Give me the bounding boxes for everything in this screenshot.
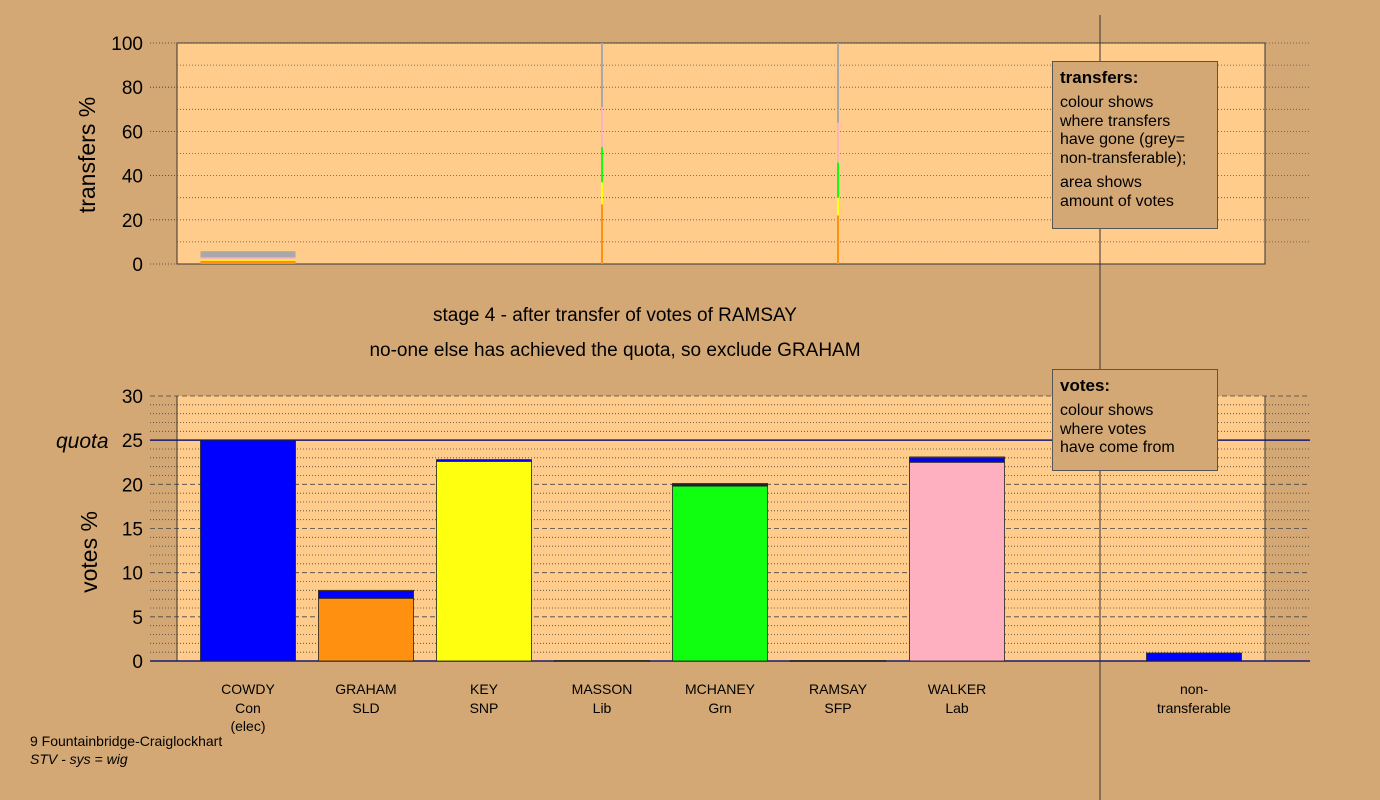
vote-bar-segment-snp bbox=[436, 460, 532, 662]
candidate-party: SLD bbox=[352, 699, 380, 716]
vote-bar-segment-lib bbox=[554, 660, 650, 662]
votes-legend-line: have come from bbox=[1060, 439, 1175, 456]
transfers-y-ticks: 0 20 40 60 80 100 bbox=[111, 34, 177, 276]
transfers-y-tick-label: 20 bbox=[122, 211, 143, 232]
candidate-name: MCHANEY bbox=[684, 681, 755, 697]
vote-bar-segment-lab bbox=[909, 461, 1005, 662]
transfer-bar-segment-sld bbox=[200, 260, 296, 264]
transfers-y-tick-label: 60 bbox=[122, 122, 143, 143]
vote-bar-segment-con bbox=[200, 439, 296, 662]
quota-label: quota bbox=[56, 430, 109, 453]
transfer-bar-segment-lab bbox=[200, 257, 296, 260]
transfer-bar-segment-lab bbox=[601, 107, 603, 147]
transfer-bar-segment-nontransferable bbox=[837, 43, 839, 123]
candidate-party: transferable bbox=[1157, 699, 1231, 716]
votes-legend-line: colour shows bbox=[1060, 402, 1154, 419]
stage-decision: no-one else has achieved the quota, so e… bbox=[369, 340, 861, 361]
candidate-label: COWDY Con (elec) bbox=[188, 680, 308, 736]
transfers-legend-box: transfers: colour shows where transfers … bbox=[1052, 61, 1218, 229]
votes-y-tick-label: 10 bbox=[122, 564, 143, 585]
transfer-bar-segment-sld bbox=[601, 204, 603, 264]
candidate-party: SFP bbox=[824, 699, 852, 716]
transfers-legend-line: area shows bbox=[1060, 174, 1142, 191]
transfer-bar-segment-grn bbox=[601, 146, 603, 183]
candidate-party: Lab bbox=[945, 699, 969, 716]
system-note: STV - sys = wig bbox=[30, 751, 128, 767]
votes-y-axis-label: votes % bbox=[76, 511, 102, 593]
vote-bar-segment-grn bbox=[672, 485, 768, 662]
votes-legend-title: votes: bbox=[1060, 376, 1111, 395]
votes-y-tick-label: 5 bbox=[132, 608, 143, 629]
transfers-legend-line: where transfers bbox=[1060, 112, 1171, 130]
vote-bar-segment-con bbox=[436, 459, 532, 462]
candidate-label: MASSON Lib bbox=[542, 680, 662, 717]
transfers-y-tick-label: 0 bbox=[132, 255, 143, 276]
ward-name: 9 Fountainbridge-Craiglockhart bbox=[30, 733, 223, 749]
candidate-name: non- bbox=[1179, 681, 1209, 697]
transfers-y-tick-label: 80 bbox=[122, 78, 143, 99]
candidate-name: KEY bbox=[469, 681, 498, 697]
candidate-party: Lib bbox=[592, 699, 612, 716]
transfers-legend-line: non-transferable); bbox=[1060, 149, 1187, 167]
vote-bar-segment-con bbox=[318, 590, 414, 599]
transfer-bar-segment-nontransferable bbox=[200, 251, 296, 258]
transfer-bar-segment-snp bbox=[200, 259, 296, 261]
candidate-label: KEY SNP bbox=[424, 680, 544, 717]
candidate-name: GRAHAM bbox=[335, 681, 397, 697]
transfer-bar-segment-snp bbox=[837, 197, 839, 216]
candidate-party: Grn bbox=[708, 699, 732, 716]
votes-y-tick-label: 25 bbox=[122, 431, 143, 452]
candidate-name: MASSON bbox=[571, 681, 633, 697]
candidate-name: WALKER bbox=[927, 681, 987, 697]
votes-y-ticks: 0 5 10 15 20 25 30 bbox=[122, 387, 143, 673]
vote-bar-segment-lib bbox=[909, 456, 1005, 459]
transfer-bar-segment-nontransferable bbox=[601, 43, 603, 108]
candidate-label: GRAHAM SLD bbox=[306, 680, 426, 717]
vote-bar-segment-lib bbox=[318, 589, 414, 592]
vote-bar-segment-sfp bbox=[790, 660, 886, 662]
transfers-legend-line: amount of votes bbox=[1060, 192, 1174, 210]
transfers-bars bbox=[200, 43, 839, 264]
transfer-bar-segment-snp bbox=[601, 182, 603, 205]
transfer-bar-segment-lab bbox=[837, 122, 839, 163]
candidate-label: MCHANEY Grn bbox=[660, 680, 780, 717]
candidate-label: non-transferable bbox=[1134, 680, 1254, 717]
transfers-legend-line: have gone (grey= bbox=[1060, 131, 1185, 148]
transfers-y-tick-label: 40 bbox=[122, 167, 143, 188]
votes-legend-line: where votes bbox=[1060, 420, 1147, 438]
candidate-label: RAMSAY SFP bbox=[778, 680, 898, 717]
vote-bar-segment-con bbox=[1146, 652, 1242, 662]
vote-bar-segment-sld bbox=[318, 597, 414, 662]
transfers-legend-title: transfers: bbox=[1060, 68, 1139, 87]
candidate-party: Con bbox=[235, 699, 261, 716]
candidate-name: COWDY bbox=[221, 681, 275, 697]
votes-y-tick-label: 0 bbox=[132, 652, 143, 673]
transfers-y-axis-label: transfers % bbox=[74, 97, 100, 213]
votes-bars bbox=[200, 439, 1242, 662]
votes-y-tick-label: 30 bbox=[122, 387, 143, 408]
votes-y-tick-label: 15 bbox=[122, 520, 143, 541]
candidate-label: WALKER Lab bbox=[897, 680, 1017, 717]
transfers-y-tick-label: 100 bbox=[111, 34, 143, 55]
vote-bar-segment-con bbox=[909, 457, 1005, 463]
vote-bar-segment-lib bbox=[672, 483, 768, 485]
votes-legend-box: votes: colour shows where votes have com… bbox=[1052, 369, 1218, 471]
candidate-note: (elec) bbox=[230, 718, 266, 734]
candidate-name: RAMSAY bbox=[808, 681, 868, 697]
candidate-party: SNP bbox=[469, 699, 499, 716]
transfer-bar-segment-grn bbox=[837, 162, 839, 198]
votes-y-tick-label: 20 bbox=[122, 475, 143, 496]
stage-description: stage 4 - after transfer of votes of RAM… bbox=[433, 305, 797, 326]
transfer-bar-segment-sld bbox=[837, 215, 839, 264]
transfers-legend-line: colour shows bbox=[1060, 94, 1154, 111]
